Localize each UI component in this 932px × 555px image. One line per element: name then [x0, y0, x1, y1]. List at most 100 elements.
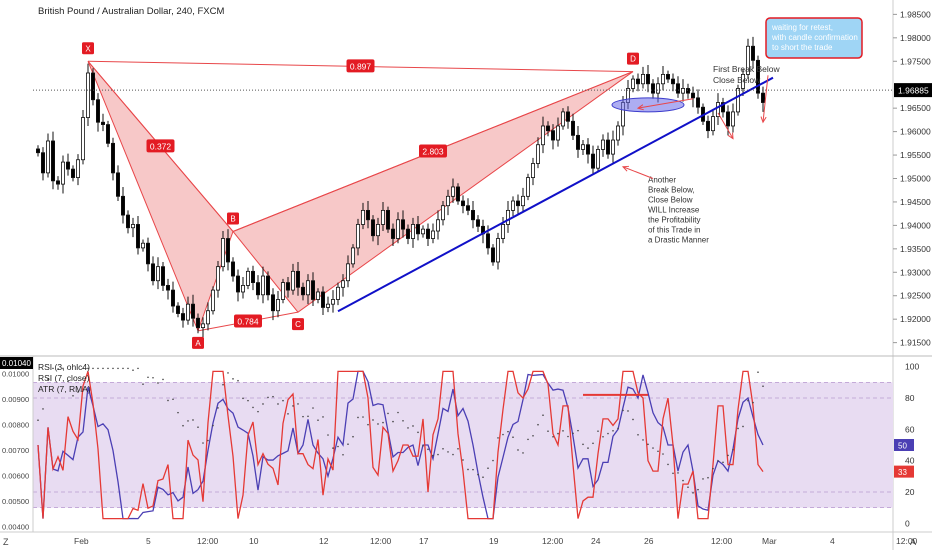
atr-dot [487, 467, 489, 470]
price-axis[interactable]: 1.98500 1.98000 1.97500 1.96500 1.96000 1.955… [892, 0, 932, 550]
ratio-label: 0.372 [150, 141, 172, 151]
harmonic-pattern: 0.372 0.784 2.803 0.897 X A B C D [82, 42, 639, 349]
atr-dot [762, 385, 764, 388]
price-tick-label: 1.94000 [900, 220, 931, 230]
atr-dot [467, 468, 469, 471]
atr-dot [337, 445, 339, 448]
retest-arrow [762, 75, 769, 123]
price-tick-label: 1.93000 [900, 267, 931, 277]
atr-dot [152, 376, 154, 379]
atr-dot [142, 383, 144, 385]
atr-dot [432, 454, 434, 457]
atr-dot [502, 433, 504, 436]
legend-rsi3[interactable]: RSI (3, ohlc4) [38, 362, 90, 372]
candle [591, 153, 596, 169]
atr-dot [187, 420, 189, 422]
candle [81, 117, 86, 161]
candle [505, 209, 510, 225]
ratio-label: 2.803 [422, 147, 444, 157]
indicator-pane[interactable] [33, 367, 893, 520]
current-price-badge[interactable] [894, 83, 932, 98]
atr-dot [47, 378, 49, 380]
atr-dot [127, 367, 129, 370]
point-badge-C[interactable] [292, 318, 304, 331]
price-tick-label: 1.96500 [900, 103, 931, 113]
chart-title: British Pound / Australian Dollar, 240, … [38, 6, 224, 17]
zoom-corner-left[interactable]: Z [3, 537, 9, 547]
atr-dot [162, 378, 164, 381]
atr-dot [242, 397, 244, 400]
atr-dot [647, 443, 649, 446]
atr-dot [587, 447, 589, 449]
time-tick-label: 12:00 [711, 536, 733, 546]
atr-dot [277, 403, 279, 405]
point-badge-B[interactable] [227, 212, 239, 225]
indicator-legend[interactable]: RSI (3, ohlc4) RSI (7, close) ATR (7, RM… [38, 362, 91, 394]
rsi3-value-label: 33 [898, 468, 907, 477]
atr-dot [112, 367, 114, 370]
callout-box[interactable] [765, 17, 863, 59]
zoom-corner-right[interactable]: A [910, 537, 916, 547]
atr-dot [72, 395, 74, 397]
atr-dot [237, 379, 239, 382]
blue-trendline[interactable] [337, 76, 774, 313]
atr-dot [352, 435, 354, 438]
candle [611, 139, 616, 155]
price-tick-label: 1.98000 [900, 33, 931, 43]
point-badge-X[interactable] [82, 42, 94, 55]
time-axis[interactable]: Feb 5 12:00 10 12 12:00 17 19 12:00 24 26 12:00 Mar 4… [74, 536, 918, 546]
candle [320, 291, 325, 308]
candle [290, 270, 295, 291]
ratio-label: 0.897 [350, 61, 372, 71]
candle [41, 152, 46, 174]
candle [245, 270, 250, 286]
ratio-badge-0.784[interactable] [234, 314, 262, 328]
legend-rsi7[interactable]: RSI (7, close) [38, 373, 90, 383]
candle [606, 139, 611, 155]
candle [415, 224, 420, 235]
candle [551, 130, 556, 141]
legend-atr[interactable]: ATR (7, RMA) [38, 384, 91, 394]
candle [455, 186, 460, 202]
atr-value-badge[interactable] [0, 357, 33, 369]
atr-dot [517, 449, 519, 451]
candle [160, 266, 165, 286]
atr-dot [752, 401, 754, 404]
atr-dot [267, 396, 269, 399]
atr-dot [107, 367, 109, 370]
candle [516, 200, 521, 207]
rsi3-line[interactable] [37, 370, 764, 520]
first-break-arrow-2 [717, 112, 734, 139]
candle [145, 242, 150, 265]
candle [526, 177, 531, 197]
atr-tick-label: 0.00500 [2, 497, 29, 506]
point-badge-A[interactable] [192, 336, 204, 349]
candle [305, 280, 310, 296]
atr-dot [582, 443, 584, 446]
candle [285, 282, 290, 291]
price-pane[interactable]: 0.372 0.784 2.803 0.897 X A B C D First Break Be… [33, 0, 893, 356]
candle [756, 59, 761, 94]
atr-dot [77, 391, 79, 393]
atr-dot [182, 424, 184, 427]
time-tick-label: 5 [146, 536, 151, 546]
atr-dot [602, 435, 604, 438]
atr-dot [377, 423, 379, 425]
callout-text: to short the trade [772, 43, 833, 52]
atr-dot [452, 453, 454, 456]
candle [631, 78, 636, 89]
atr-dot [532, 435, 534, 437]
candle [190, 303, 195, 319]
candle [135, 224, 140, 249]
atr-dot [92, 367, 94, 370]
ratio-badge-0.372[interactable] [146, 139, 175, 153]
candle [721, 102, 726, 113]
point-badge-D[interactable] [627, 52, 639, 65]
ratio-badge-0.897[interactable] [346, 59, 375, 73]
atr-dot [542, 414, 544, 417]
atr-dot [632, 418, 634, 421]
candle [91, 72, 96, 101]
ratio-badge-2.803[interactable] [419, 144, 447, 158]
